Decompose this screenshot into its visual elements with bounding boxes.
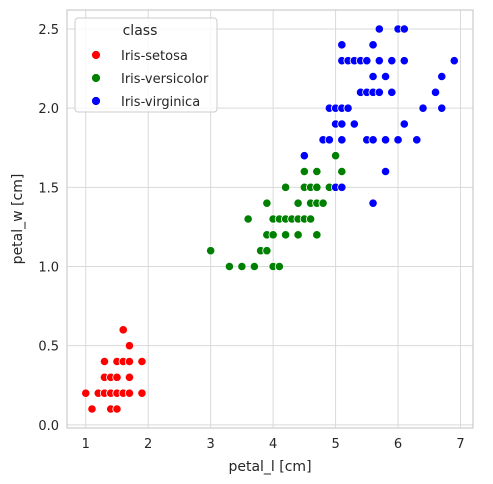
data-point bbox=[380, 135, 391, 145]
data-point bbox=[262, 246, 272, 256]
data-points bbox=[81, 24, 459, 414]
legend-title: class bbox=[123, 23, 158, 39]
data-point bbox=[137, 356, 147, 367]
y-tick-label: 1.5 bbox=[38, 181, 59, 196]
data-point bbox=[87, 404, 97, 414]
data-point bbox=[281, 230, 291, 240]
data-point bbox=[337, 40, 347, 50]
data-point bbox=[324, 135, 334, 145]
data-point bbox=[343, 103, 353, 113]
y-tick-label: 2.0 bbox=[38, 102, 59, 117]
data-point bbox=[337, 135, 347, 145]
data-point bbox=[224, 261, 234, 272]
x-tick-label: 4 bbox=[269, 437, 277, 452]
data-point bbox=[449, 56, 459, 66]
data-point bbox=[387, 87, 397, 97]
data-point bbox=[330, 151, 341, 161]
legend-marker bbox=[91, 73, 101, 83]
data-point bbox=[387, 56, 397, 66]
data-point bbox=[374, 56, 384, 66]
data-point bbox=[399, 24, 409, 34]
data-point bbox=[299, 151, 309, 161]
legend-items: Iris-setosa Iris-versicolor Iris-virginica bbox=[91, 49, 209, 110]
legend-box bbox=[74, 17, 218, 113]
x-tick-label: 7 bbox=[456, 437, 464, 452]
tick-labels: 1 2 3 4 5 6 7 0.0 0.5 1.0 1.5 2.0 2.5 bbox=[38, 23, 464, 452]
x-tick-label: 5 bbox=[331, 437, 339, 452]
legend-label: Iris-virginica bbox=[121, 95, 200, 110]
y-tick-label: 2.5 bbox=[38, 23, 59, 38]
x-tick-label: 6 bbox=[394, 437, 402, 452]
data-point bbox=[99, 356, 110, 367]
data-point bbox=[337, 119, 347, 129]
data-point bbox=[112, 404, 122, 414]
data-point bbox=[274, 261, 284, 272]
x-tick-label: 2 bbox=[144, 437, 152, 452]
data-point bbox=[362, 56, 372, 66]
plot-frame bbox=[66, 9, 474, 429]
data-point bbox=[374, 87, 384, 97]
data-point bbox=[368, 71, 378, 82]
data-point bbox=[312, 182, 322, 192]
data-point bbox=[380, 71, 391, 82]
data-point bbox=[124, 341, 135, 351]
legend-label: Iris-setosa bbox=[121, 49, 188, 64]
data-point bbox=[299, 166, 309, 177]
data-point bbox=[137, 388, 147, 398]
data-point bbox=[368, 40, 378, 50]
data-point bbox=[118, 325, 128, 335]
data-point bbox=[124, 356, 135, 367]
data-point bbox=[305, 214, 316, 224]
legend: class Iris-setosa Iris-versicolor Iris-vir… bbox=[74, 17, 218, 113]
x-axis-label: petal_l [cm] bbox=[228, 459, 311, 475]
y-tick-label: 0.0 bbox=[38, 419, 59, 434]
x-tick-label: 1 bbox=[82, 437, 90, 452]
data-point bbox=[249, 261, 259, 272]
data-point bbox=[430, 87, 441, 97]
x-tick-label: 3 bbox=[207, 437, 215, 452]
data-point bbox=[418, 103, 428, 113]
data-point bbox=[293, 230, 303, 240]
data-point bbox=[368, 198, 378, 208]
data-point bbox=[437, 103, 447, 113]
data-point bbox=[237, 261, 247, 272]
data-point bbox=[124, 372, 135, 382]
data-point bbox=[312, 230, 322, 240]
data-point bbox=[337, 182, 347, 192]
legend-marker bbox=[91, 50, 101, 60]
data-point bbox=[393, 135, 403, 145]
data-point bbox=[206, 246, 216, 256]
data-point bbox=[268, 230, 278, 240]
data-point bbox=[380, 166, 391, 177]
data-point bbox=[374, 24, 384, 34]
data-point bbox=[437, 71, 447, 82]
data-point bbox=[318, 198, 328, 208]
data-point bbox=[262, 198, 272, 208]
data-point bbox=[368, 135, 378, 145]
y-tick-label: 0.5 bbox=[38, 340, 59, 355]
data-point bbox=[312, 166, 322, 177]
data-point bbox=[399, 119, 409, 129]
data-point bbox=[124, 388, 135, 398]
data-point bbox=[281, 182, 291, 192]
y-axis-label: petal_w [cm] bbox=[10, 174, 26, 265]
data-point bbox=[337, 166, 347, 177]
data-point bbox=[349, 119, 359, 129]
data-point bbox=[243, 214, 253, 224]
legend-label: Iris-versicolor bbox=[121, 72, 209, 87]
data-point bbox=[81, 388, 91, 398]
data-point bbox=[412, 135, 422, 145]
data-point bbox=[112, 372, 122, 382]
y-tick-label: 1.0 bbox=[38, 261, 59, 276]
data-point bbox=[399, 56, 409, 66]
legend-marker bbox=[91, 96, 101, 106]
data-point bbox=[293, 198, 303, 208]
